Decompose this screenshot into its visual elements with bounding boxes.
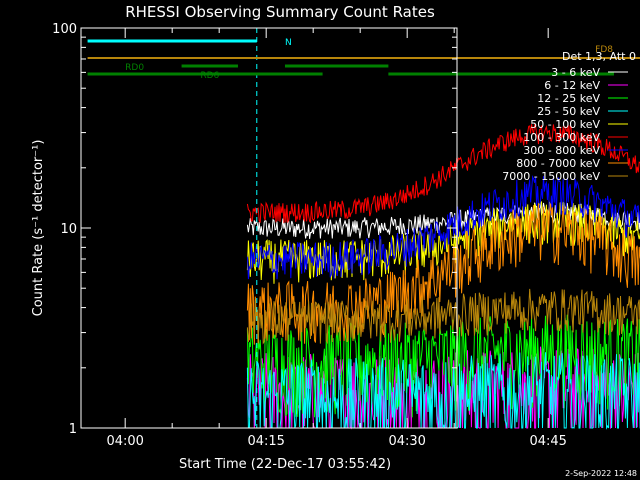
series-line bbox=[246, 124, 640, 224]
series-line bbox=[246, 314, 640, 418]
annotation-label: N bbox=[285, 38, 292, 48]
legend-title: Det 1,3, Att 0 bbox=[562, 50, 636, 63]
legend-label: 7000 - 15000 keV bbox=[502, 170, 600, 183]
chart-title: RHESSI Observing Summary Count Rates bbox=[125, 3, 435, 21]
series-line bbox=[246, 288, 640, 345]
series-line bbox=[246, 202, 640, 239]
y-tick-label: 100 bbox=[52, 22, 77, 37]
series-line bbox=[246, 352, 640, 430]
x-axis-label: Start Time (22-Dec-17 03:55:42) bbox=[179, 457, 391, 472]
legend-label: 12 - 25 keV bbox=[537, 92, 600, 105]
footer-timestamp: 2-Sep-2022 12:48 bbox=[565, 469, 637, 478]
x-tick-label: 04:15 bbox=[247, 434, 284, 449]
y-axis-label: Count Rate (s⁻¹ detector⁻¹) bbox=[31, 140, 46, 317]
y-tick-label: 10 bbox=[60, 222, 77, 237]
x-tick-label: 04:00 bbox=[106, 434, 143, 449]
legend-label: 300 - 800 keV bbox=[523, 144, 600, 157]
series-line bbox=[246, 346, 640, 430]
data-layer bbox=[246, 124, 640, 430]
legend-label: 100 - 300 keV bbox=[523, 131, 600, 144]
annotation-label: RD6 bbox=[200, 71, 219, 81]
legend-label: 25 - 50 keV bbox=[537, 105, 600, 118]
legend-label: 6 - 12 keV bbox=[544, 79, 600, 92]
annotation-label: FD8 bbox=[595, 45, 613, 55]
legend-label: 3 - 6 keV bbox=[551, 66, 600, 79]
legend-label: 800 - 7000 keV bbox=[516, 157, 600, 170]
series-line bbox=[246, 203, 640, 345]
annotation-label: RD0 bbox=[125, 63, 144, 73]
x-tick-label: 04:45 bbox=[529, 434, 566, 449]
legend-label: 50 - 100 keV bbox=[530, 118, 600, 131]
plot-frame bbox=[80, 27, 458, 429]
axes-layer: 04:0004:1504:3004:4505:0005:1505:3011010… bbox=[52, 22, 567, 449]
y-tick-label: 1 bbox=[69, 422, 77, 437]
x-tick-label: 04:30 bbox=[388, 434, 425, 449]
series-line bbox=[246, 175, 640, 280]
annotation-layer: NFD8FD16RD0RD6 bbox=[87, 28, 640, 428]
